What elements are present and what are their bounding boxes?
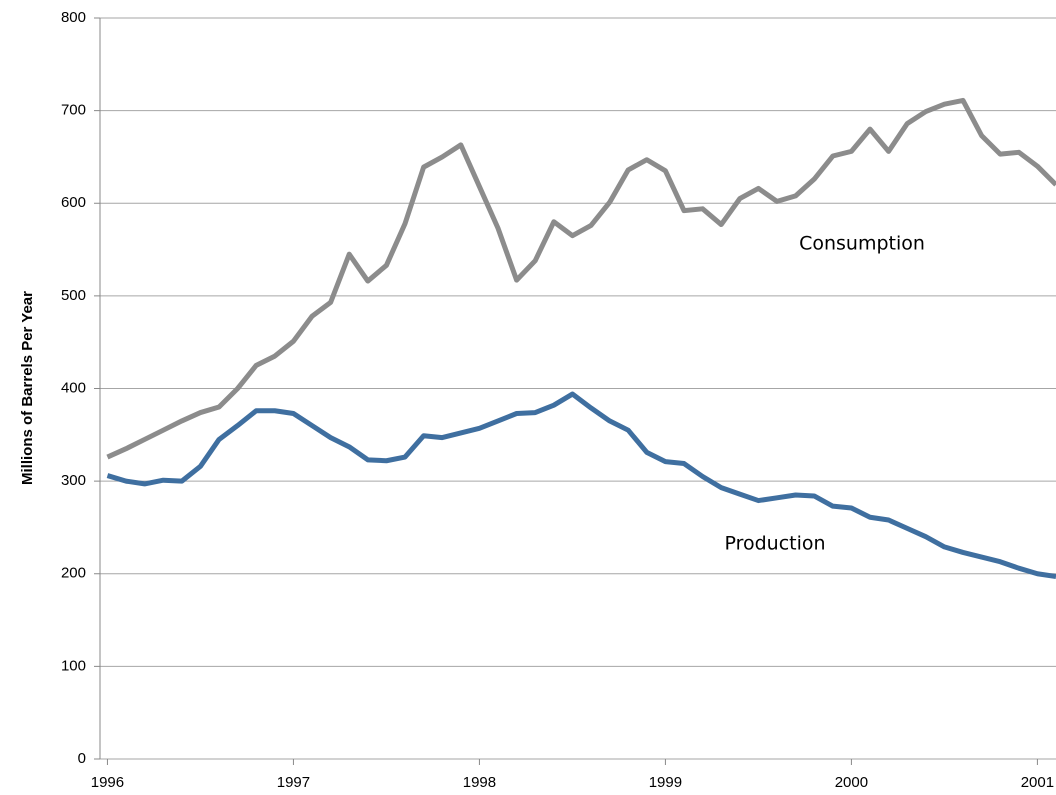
annotation: Consumption	[799, 233, 925, 255]
y-tick-label: 200	[61, 565, 86, 582]
y-tick-label: 100	[61, 657, 86, 674]
x-tick-label: 1996	[91, 774, 124, 791]
x-tick-label: 2000	[835, 774, 868, 791]
line-series	[106, 391, 1056, 580]
x-tick-label: 1998	[463, 774, 496, 791]
x-tick-label: 1999	[649, 774, 682, 791]
y-axis-label: Millions of Barrels Per Year	[19, 291, 36, 485]
y-tick-label: 500	[61, 287, 86, 304]
y-tick-label: 300	[61, 472, 86, 489]
x-tick-label: 2001	[1021, 774, 1054, 791]
y-tick-label: 700	[61, 102, 86, 119]
y-tick-label: 800	[61, 9, 86, 26]
annotation: Production	[724, 533, 825, 555]
y-tick-label: 0	[78, 750, 86, 767]
y-tick-label: 400	[61, 379, 86, 396]
line-series	[106, 97, 1056, 460]
x-tick-label: 1997	[277, 774, 310, 791]
y-tick-label: 600	[61, 194, 86, 211]
